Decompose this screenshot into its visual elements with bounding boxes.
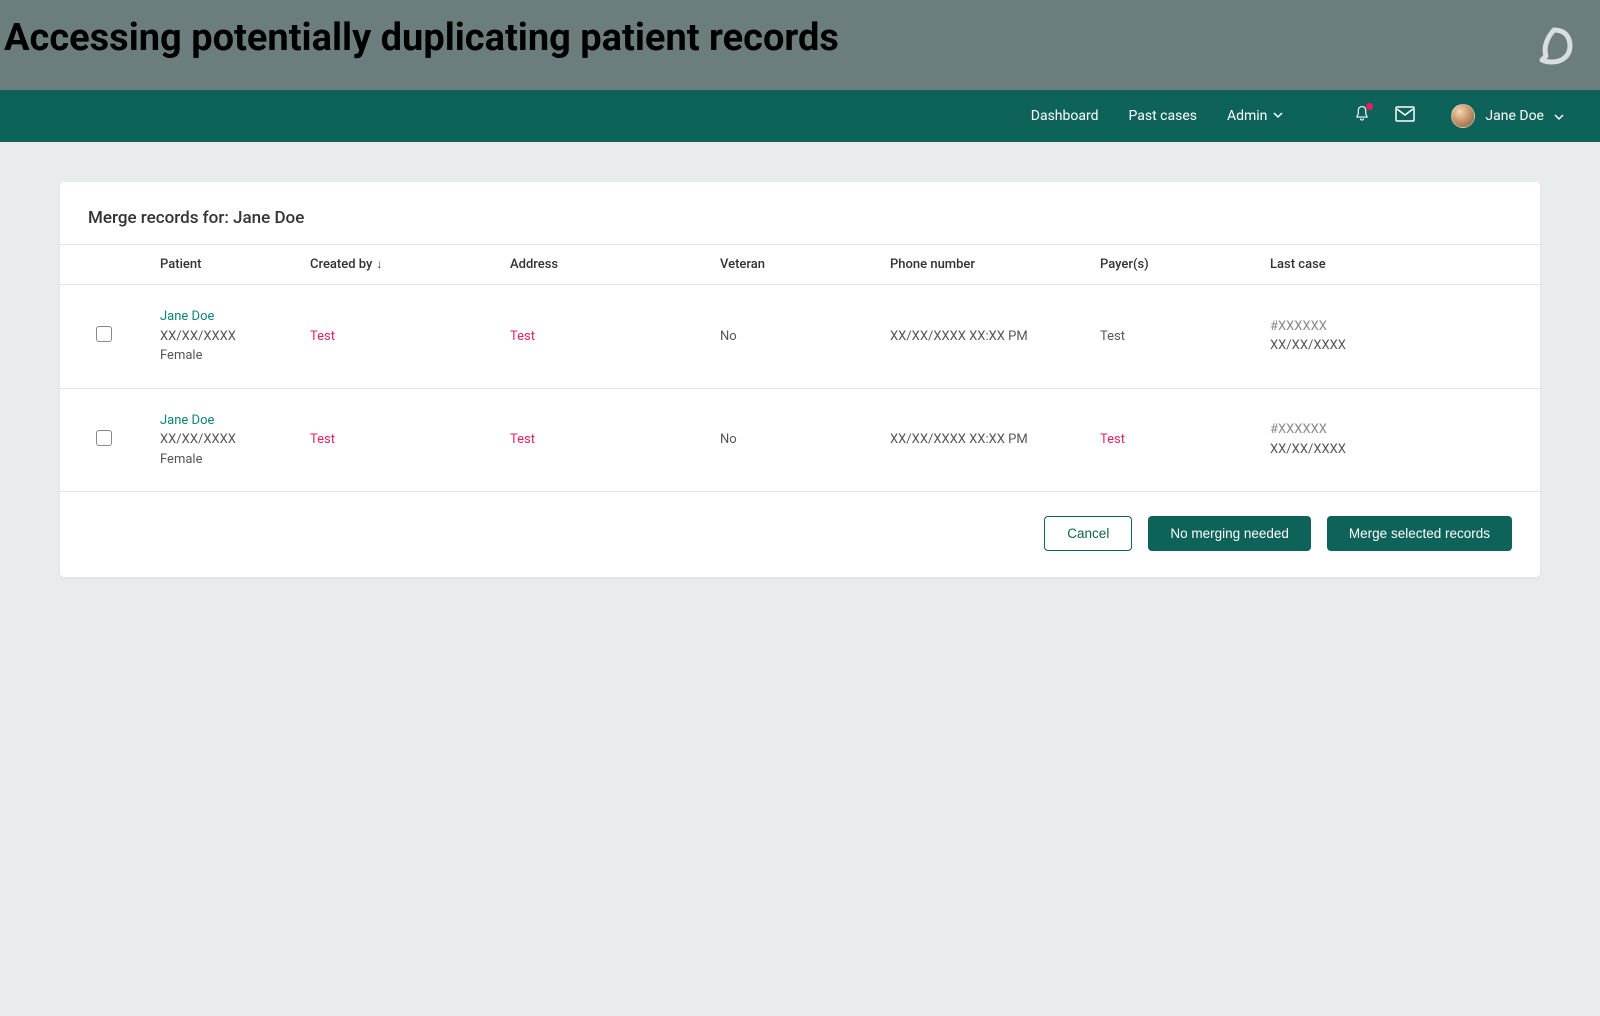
nav-icons: Jane Doe (1353, 104, 1564, 128)
sort-down-icon: ↓ (376, 257, 382, 271)
mail-button[interactable] (1395, 106, 1415, 126)
brand-leaf-icon (1532, 24, 1576, 72)
records-table: Patient Created by ↓ Address Veteran Phon… (60, 244, 1540, 492)
patient-name-link[interactable]: Jane Doe (160, 307, 290, 327)
mail-icon (1395, 106, 1415, 122)
cell-address: Test (500, 285, 710, 389)
col-phone[interactable]: Phone number (880, 245, 1090, 285)
col-patient[interactable]: Patient (150, 245, 300, 285)
patient-gender: Female (160, 346, 290, 366)
cell-payer: Test (1090, 388, 1260, 492)
no-merging-button[interactable]: No merging needed (1148, 516, 1311, 551)
notification-dot (1366, 103, 1373, 110)
nav-link-past-cases[interactable]: Past cases (1129, 108, 1197, 124)
last-case-link[interactable]: #XXXXXX (1270, 317, 1530, 337)
row-checkbox[interactable] (96, 326, 112, 342)
col-address[interactable]: Address (500, 245, 710, 285)
last-case-date: XX/XX/XXXX (1270, 336, 1530, 356)
cancel-button[interactable]: Cancel (1044, 516, 1132, 551)
merge-records-card: Merge records for: Jane Doe Patient Crea… (60, 182, 1540, 577)
patient-gender: Female (160, 450, 290, 470)
notifications-button[interactable] (1353, 105, 1371, 127)
row-checkbox[interactable] (96, 430, 112, 446)
table-row: Jane DoeXX/XX/XXXXFemaleTestTestNoXX/XX/… (60, 388, 1540, 492)
card-actions: Cancel No merging needed Merge selected … (60, 492, 1540, 551)
col-veteran[interactable]: Veteran (710, 245, 880, 285)
cell-veteran: No (710, 388, 880, 492)
nav-links: Dashboard Past cases Admin (1031, 108, 1284, 124)
page-banner: Accessing potentially duplicating patien… (0, 0, 1600, 90)
chevron-down-icon (1554, 107, 1564, 126)
content-area: Merge records for: Jane Doe Patient Crea… (0, 142, 1600, 617)
last-case-date: XX/XX/XXXX (1270, 440, 1530, 460)
patient-dob: XX/XX/XXXX (160, 327, 290, 347)
merge-selected-button[interactable]: Merge selected records (1327, 516, 1512, 551)
col-last-case[interactable]: Last case (1260, 245, 1540, 285)
card-title: Merge records for: Jane Doe (60, 208, 1540, 244)
nav-link-admin-label: Admin (1227, 108, 1267, 124)
cell-veteran: No (710, 285, 880, 389)
last-case-link[interactable]: #XXXXXX (1270, 420, 1530, 440)
chevron-down-icon (1273, 108, 1283, 124)
cell-address: Test (500, 388, 710, 492)
col-created-by-label: Created by (310, 257, 372, 272)
cell-created-by: Test (300, 388, 500, 492)
cell-phone: XX/XX/XXXX XX:XX PM (880, 285, 1090, 389)
col-checkbox (60, 245, 150, 285)
user-avatar (1451, 104, 1475, 128)
col-created-by[interactable]: Created by ↓ (300, 245, 500, 285)
cell-created-by: Test (300, 285, 500, 389)
cell-phone: XX/XX/XXXX XX:XX PM (880, 388, 1090, 492)
page-title: Accessing potentially duplicating patien… (0, 16, 1600, 60)
main-navbar: Dashboard Past cases Admin Jane Doe (0, 90, 1600, 142)
patient-name-link[interactable]: Jane Doe (160, 411, 290, 431)
nav-link-dashboard[interactable]: Dashboard (1031, 108, 1099, 124)
table-row: Jane DoeXX/XX/XXXXFemaleTestTestNoXX/XX/… (60, 285, 1540, 389)
cell-payer: Test (1090, 285, 1260, 389)
user-name-label: Jane Doe (1485, 108, 1544, 124)
user-menu[interactable]: Jane Doe (1451, 104, 1564, 128)
nav-link-admin[interactable]: Admin (1227, 108, 1283, 124)
patient-dob: XX/XX/XXXX (160, 430, 290, 450)
col-payer[interactable]: Payer(s) (1090, 245, 1260, 285)
